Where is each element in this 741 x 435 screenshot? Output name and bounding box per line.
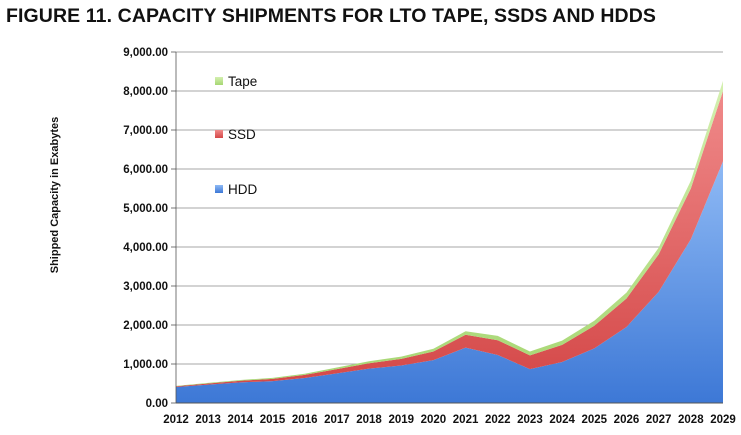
x-tick-label: 2021	[453, 414, 479, 426]
legend-label-hdd: HDD	[228, 182, 257, 197]
x-tick-label: 2020	[421, 414, 447, 426]
legend-swatch-hdd	[215, 185, 223, 193]
x-tick-label: 2012	[163, 414, 189, 426]
x-tick-label: 2027	[646, 414, 672, 426]
figure-title: FIGURE 11. CAPACITY SHIPMENTS FOR LTO TA…	[6, 5, 656, 27]
x-tick-label: 2025	[581, 414, 607, 426]
y-tick-label: 7,000.00	[123, 125, 168, 137]
y-tick-label: 1,000.00	[123, 359, 168, 371]
y-tick-label: 5,000.00	[123, 203, 168, 215]
x-tick-label: 2024	[549, 414, 575, 426]
y-axis-label: Shipped Capacity in Exabytes	[49, 117, 61, 274]
y-tick-label: 2,000.00	[123, 320, 168, 332]
axes: 0.00 1,000.00 2,000.00 3,000.00 4,000.00 5,00…	[123, 47, 736, 426]
y-tick-label: 8,000.00	[123, 86, 168, 98]
legend-swatch-ssd	[215, 130, 223, 138]
x-tick-label: 2018	[356, 414, 382, 426]
x-tick-label: 2017	[324, 414, 350, 426]
legend-swatch-tape	[215, 77, 223, 85]
y-tick-label: 9,000.00	[123, 47, 168, 59]
x-tick-label: 2013	[195, 414, 221, 426]
y-tick-label: 6,000.00	[123, 164, 168, 176]
x-tick-label: 2028	[678, 414, 704, 426]
y-tick-label: 3,000.00	[123, 281, 168, 293]
areas	[176, 80, 723, 403]
legend: Tape SSD HDD	[215, 74, 257, 197]
legend-label-tape: Tape	[228, 74, 257, 89]
y-tick-label: 4,000.00	[123, 242, 168, 254]
x-tick-label: 2026	[614, 414, 640, 426]
y-tick-label: 0.00	[146, 398, 168, 410]
x-tick-label: 2014	[228, 414, 254, 426]
area-hdd	[176, 161, 723, 403]
x-tick-label: 2029	[710, 414, 736, 426]
x-tick-label: 2015	[260, 414, 286, 426]
x-tick-label: 2022	[485, 414, 511, 426]
x-tick-label: 2019	[388, 414, 414, 426]
x-tick-label: 2023	[517, 414, 543, 426]
x-tick-label: 2016	[292, 414, 318, 426]
legend-label-ssd: SSD	[228, 127, 256, 142]
